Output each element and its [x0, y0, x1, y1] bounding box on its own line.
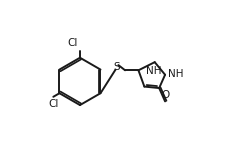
- Text: Cl: Cl: [49, 99, 59, 109]
- Text: S: S: [114, 62, 120, 72]
- Text: O: O: [162, 90, 170, 100]
- Text: Cl: Cl: [67, 38, 78, 48]
- Text: NH: NH: [146, 66, 162, 76]
- Text: NH: NH: [168, 69, 184, 79]
